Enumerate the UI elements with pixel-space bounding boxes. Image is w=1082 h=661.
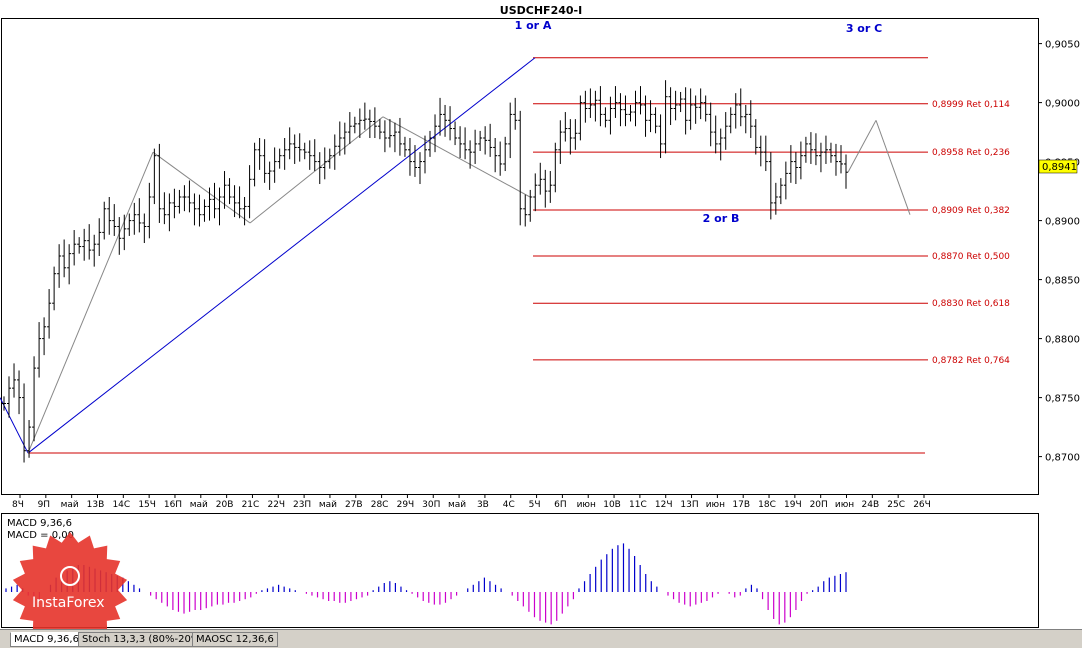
macd-title-label: MACD 9,36,6 [7, 518, 72, 529]
y-tick-label-0: 0,9050 [1045, 40, 1080, 51]
x-tick-label-31: 20П [810, 500, 828, 510]
x-tick-label-27: июн [706, 500, 725, 510]
x-tick-label-34: 25С [887, 500, 905, 510]
chart-background [0, 0, 1082, 629]
blue-line-a [0, 397, 29, 454]
x-tick-label-6: 16П [164, 500, 182, 510]
time-axis: 8Ч 9П май 13В 14С 15Ч 16П май 20В 21С 22Ч 23П май 27В… [12, 494, 931, 510]
tab-maosc[interactable]: MAOSC 12,36,6 [192, 632, 278, 647]
y-tick-label-5: 0,8800 [1045, 335, 1080, 346]
x-tick-label-13: 27В [345, 500, 363, 510]
fib-label-2: 0,8909 Ret 0,382 [932, 206, 1010, 216]
y-tick-label-7: 0,8700 [1045, 453, 1080, 464]
x-tick-label-33: 24В [862, 500, 880, 510]
projection-line-1 [847, 120, 877, 173]
x-tick-label-11: 23П [293, 500, 311, 510]
fib-label-3: 0,8870 Ret 0,500 [932, 252, 1010, 262]
x-tick-label-4: 14С [112, 500, 130, 510]
x-tick-label-17: май [448, 500, 466, 510]
y-tick-label-1: 0,9000 [1045, 99, 1080, 110]
wave-label-2-or-b: 2 or B [703, 212, 740, 225]
tab-stoch[interactable]: Stoch 13,3,3 (80%-20%) [78, 632, 209, 647]
projection-line-2 [875, 120, 911, 215]
x-tick-label-20: 5Ч [529, 500, 541, 510]
x-tick-label-24: 11С [629, 500, 647, 510]
x-tick-label-9: 21С [242, 500, 260, 510]
x-tick-label-16: 30П [422, 500, 440, 510]
x-tick-label-19: 4С [503, 500, 515, 510]
logo-emblem [60, 566, 80, 586]
macd-value-label: MACD = 0,00 [7, 530, 74, 541]
x-tick-label-35: 26Ч [913, 500, 931, 510]
x-tick-label-26: 13П [680, 500, 698, 510]
current-price-label: 0,8941 [1042, 162, 1077, 173]
x-tick-label-12: май [319, 500, 337, 510]
x-tick-label-5: 15Ч [138, 500, 156, 510]
x-tick-label-22: июн [577, 500, 596, 510]
price-bars [2, 80, 848, 463]
grey-line-1 [27, 151, 154, 454]
x-tick-label-29: 18С [758, 500, 776, 510]
grey-line-4 [382, 116, 531, 198]
x-tick-label-10: 22Ч [267, 500, 285, 510]
price-panel-border [1, 18, 1039, 495]
x-tick-label-8: 20В [216, 500, 234, 510]
fib-label-5: 0,8782 Ret 0,764 [932, 356, 1010, 366]
x-tick-label-32: июн [835, 500, 854, 510]
indicator-panel-border [1, 513, 1039, 628]
x-tick-label-25: 12Ч [655, 500, 673, 510]
x-tick-label-0: 8Ч [12, 500, 24, 510]
current-price-box [1038, 159, 1078, 174]
fib-label-1: 0,8958 Ret 0,236 [932, 148, 1010, 158]
grey-line-3 [249, 116, 384, 224]
grey-line-2 [152, 151, 251, 224]
current-price-tag: 0,8941 [1038, 159, 1078, 174]
x-tick-label-3: 13В [87, 500, 105, 510]
fib-label-4: 0,8830 Ret 0,618 [932, 299, 1010, 309]
x-tick-label-15: 29Ч [397, 500, 415, 510]
x-tick-label-14: 28С [371, 500, 389, 510]
wave-label-3-or-c: 3 or C [846, 22, 882, 35]
tab-macd[interactable]: MACD 9,36,6 [10, 632, 83, 647]
x-tick-label-1: 9П [38, 500, 51, 510]
fib-label-0: 0,8999 Ret 0,114 [932, 100, 1010, 110]
x-tick-label-2: май [61, 500, 79, 510]
wave-label-1-or-a: 1 or A [515, 19, 552, 32]
chart-title: USDCHF240-I [500, 4, 582, 17]
x-tick-label-7: май [190, 500, 208, 510]
x-tick-label-18: 3В [477, 500, 489, 510]
fibonacci-levels: 0,8999 Ret 0,114 0,8958 Ret 0,236 0,8909 R… [28, 57, 1010, 454]
x-tick-label-23: 10В [603, 500, 621, 510]
instaforex-logo [12, 532, 128, 648]
x-tick-label-30: 19Ч [784, 500, 802, 510]
instaforex-watermark: InstaForex [32, 595, 105, 611]
logo-starburst [12, 532, 128, 648]
x-tick-label-21: 6П [554, 500, 567, 510]
y-tick-label-3: 0,8900 [1045, 217, 1080, 228]
wave-labels: 1 or A 2 or B 3 or C [515, 19, 883, 225]
y-tick-label-6: 0,8750 [1045, 394, 1080, 405]
indicator-tab-bar: MACD 9,36,6 Stoch 13,3,3 (80%-20%) MAOSC… [0, 629, 1082, 648]
x-tick-label-28: 17В [732, 500, 750, 510]
y-tick-label-4: 0,8850 [1045, 276, 1080, 287]
